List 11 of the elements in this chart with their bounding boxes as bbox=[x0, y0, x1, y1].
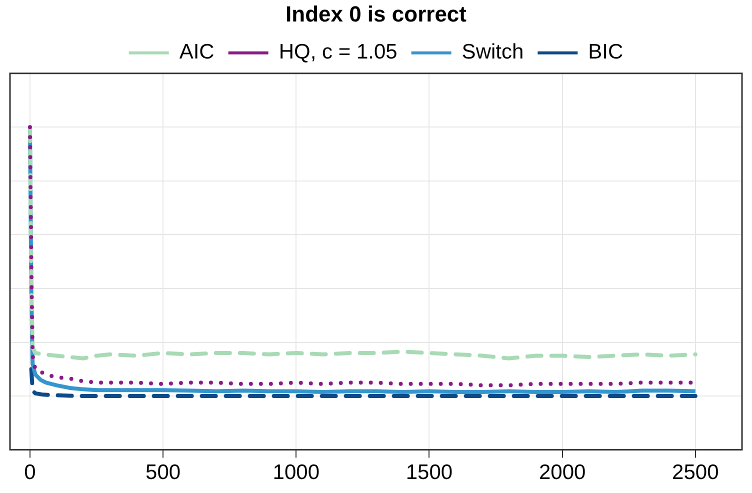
x-tick-label: 500 bbox=[146, 461, 181, 484]
legend-label: Switch bbox=[462, 40, 524, 64]
x-tick-label: 1000 bbox=[272, 461, 320, 484]
chart-title: Index 0 is correct bbox=[286, 1, 468, 26]
x-tick-label: 2500 bbox=[672, 461, 719, 484]
legend-label: AIC bbox=[179, 40, 214, 64]
x-tick-label: 2000 bbox=[538, 461, 586, 484]
x-tick-label: 1500 bbox=[406, 461, 453, 484]
legend-label: BIC bbox=[588, 40, 624, 64]
x-tick-label: 0 bbox=[24, 461, 36, 484]
legend-label: HQ, c = 1.05 bbox=[278, 40, 398, 64]
